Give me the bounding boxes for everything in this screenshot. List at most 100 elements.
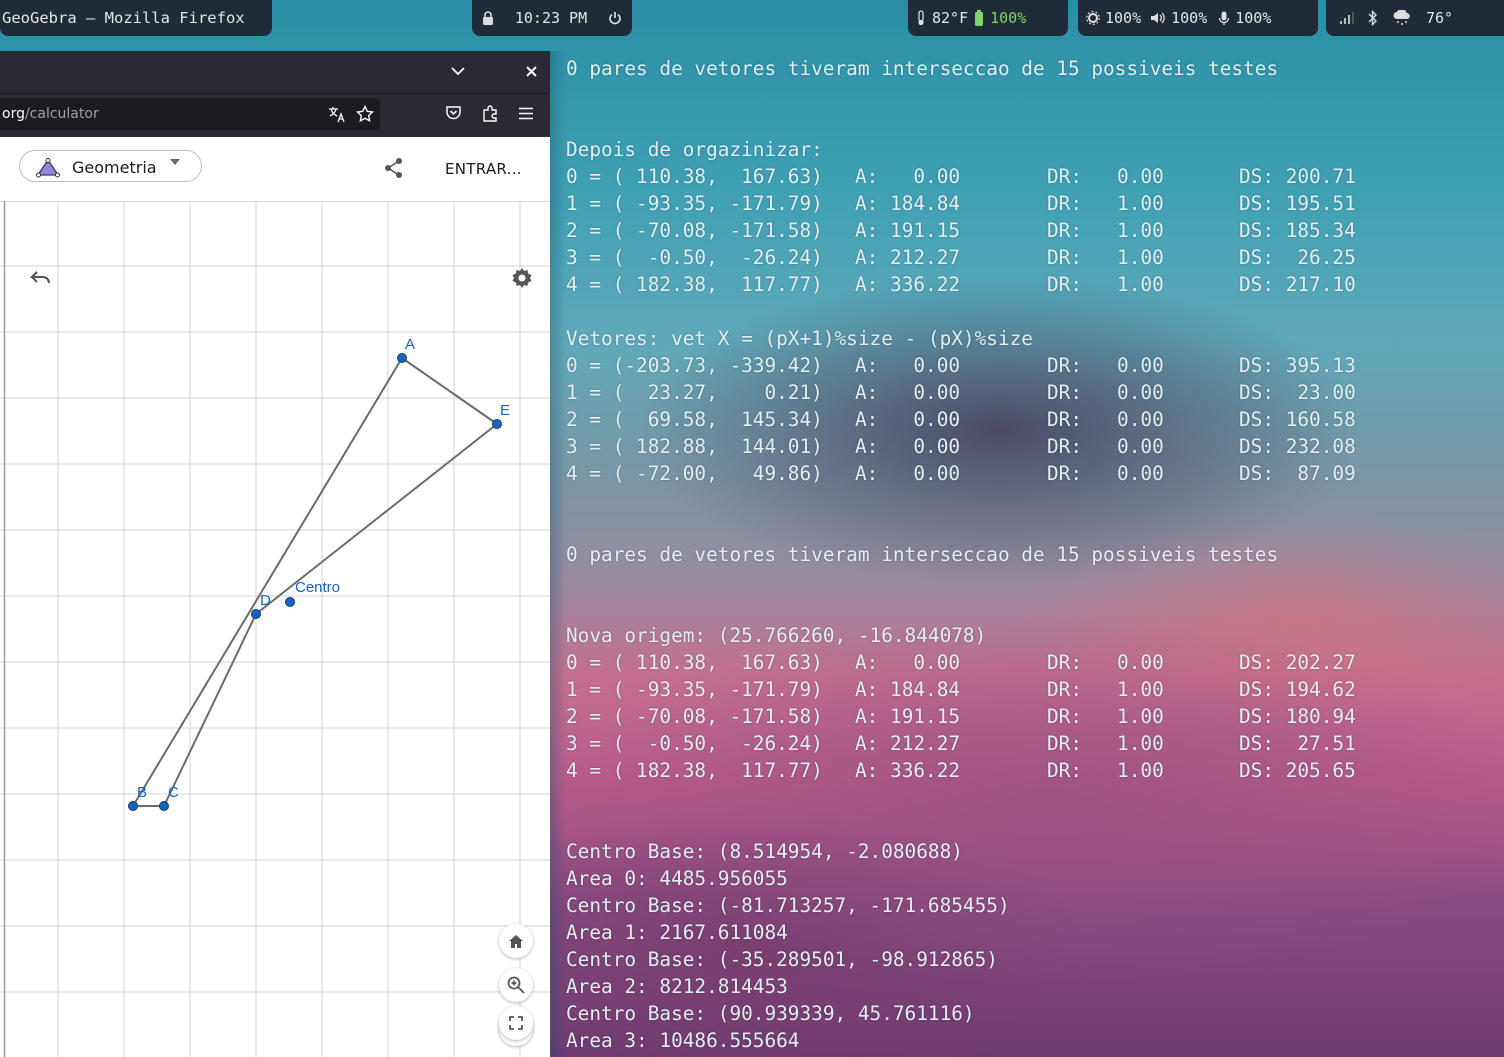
terminal-cell: A: 191.15	[855, 705, 961, 728]
terminal-line: 1 = ( 23.27, 0.21) A: 0.00 DR: 0.00 DS: 23.…	[566, 379, 1496, 406]
url-domain: org	[2, 106, 25, 122]
bookmark-star-icon[interactable]	[356, 105, 374, 123]
app-picker[interactable]: Geometria	[19, 150, 202, 182]
thermometer-icon	[918, 10, 924, 26]
point-C[interactable]	[159, 801, 169, 811]
terminal-cell: DS: 205.65	[1239, 759, 1356, 782]
point-A[interactable]	[397, 353, 407, 363]
graphics-view[interactable]: A E D Centro B C	[0, 201, 550, 1057]
volume-level: 100%	[1171, 9, 1208, 27]
chevron-down-icon[interactable]	[451, 66, 465, 76]
terminal-cell: DR: 1.00	[1047, 705, 1164, 728]
brightness-level: 100%	[1105, 9, 1142, 27]
terminal-cell: Area 1: 2167.611084	[566, 921, 788, 944]
terminal-window[interactable]: 0 pares de vetores tiveram interseccao d…	[566, 55, 1496, 1055]
terminal-cell: Centro Base: (90.939339, 45.761116)	[566, 1002, 975, 1025]
terminal-cell: A: 0.00	[855, 435, 961, 458]
window-title-pill[interactable]: GeoGebra — Mozilla Firefox	[0, 0, 272, 36]
terminal-cell: Vetores: vet X = (pX+1)%size - (pX)%size	[566, 327, 1033, 350]
terminal-cell: DR: 1.00	[1047, 732, 1164, 755]
terminal-cell: DR: 1.00	[1047, 192, 1164, 215]
terminal-cell: Area 3: 10486.555664	[566, 1029, 800, 1052]
system-status-pill[interactable]: 82°F 100%	[908, 0, 1068, 36]
segment-D-C[interactable]	[163, 613, 257, 807]
terminal-cell: 2 = ( 69.58, 145.34)	[566, 408, 823, 431]
mic-level: 100%	[1235, 9, 1272, 27]
terminal-line: Area 3: 10486.555664	[566, 1027, 1496, 1054]
caret-down-icon	[170, 159, 180, 165]
settings-icon[interactable]	[511, 267, 533, 289]
point-B[interactable]	[128, 801, 138, 811]
terminal-cell: 4 = ( 182.38, 117.77)	[566, 273, 823, 296]
terminal-cell: 1 = ( 23.27, 0.21)	[566, 381, 823, 404]
terminal-cell: DS: 26.25	[1239, 246, 1356, 269]
geometry-logo-icon	[36, 158, 60, 178]
terminal-cell: DS: 194.62	[1239, 678, 1356, 701]
label-E: E	[500, 402, 510, 419]
segment-B-A[interactable]	[132, 357, 403, 807]
audio-video-pill[interactable]: 100% 100% 100%	[1078, 0, 1318, 36]
speaker-icon[interactable]	[1150, 11, 1166, 25]
close-icon[interactable]	[526, 66, 537, 77]
terminal-cell: DS: 87.09	[1239, 462, 1356, 485]
extensions-icon[interactable]	[482, 105, 498, 122]
firefox-window: org/calculator Geometria ENTRAR...	[0, 51, 550, 1057]
terminal-cell: A: 184.84	[855, 192, 961, 215]
zoom-in-icon	[507, 976, 525, 994]
terminal-line: 0 pares de vetores tiveram interseccao d…	[566, 541, 1496, 568]
terminal-cell: DS: 185.34	[1239, 219, 1356, 242]
terminal-cell: A: 0.00	[855, 354, 961, 377]
clock-pill[interactable]: 10:23 PM	[472, 0, 632, 36]
terminal-line: 4 = ( 182.38, 117.77) A: 336.22 DR: 1.00 DS…	[566, 271, 1496, 298]
menu-icon[interactable]	[518, 107, 534, 120]
segment-E-D[interactable]	[255, 423, 498, 615]
terminal-cell: Centro Base: (-81.713257, -171.685455)	[566, 894, 1010, 917]
fullscreen-toggle[interactable]	[499, 1006, 533, 1040]
brightness-icon[interactable]	[1086, 11, 1100, 25]
microphone-icon[interactable]	[1218, 11, 1230, 26]
point-D[interactable]	[251, 609, 261, 619]
battery-level: 100%	[990, 9, 1027, 27]
zoom-in-button[interactable]	[499, 968, 533, 1002]
terminal-cell: A: 184.84	[855, 678, 961, 701]
battery-icon	[975, 10, 984, 26]
url-bar[interactable]: org/calculator	[0, 98, 380, 130]
pocket-icon[interactable]	[445, 105, 462, 121]
terminal-cell: DR: 0.00	[1047, 354, 1164, 377]
login-button[interactable]: ENTRAR...	[445, 160, 522, 178]
bluetooth-icon[interactable]	[1368, 10, 1378, 26]
tray-pill[interactable]: 76°	[1326, 0, 1504, 36]
terminal-cell: DR: 0.00	[1047, 435, 1164, 458]
terminal-line: Area 0: 4485.956055	[566, 865, 1496, 892]
terminal-line: 0 pares de vetores tiveram interseccao d…	[566, 55, 1496, 82]
url-text[interactable]: org/calculator	[2, 106, 99, 122]
terminal-cell: DS: 23.00	[1239, 381, 1356, 404]
translate-icon[interactable]	[328, 106, 346, 123]
terminal-cell: DS: 202.27	[1239, 651, 1356, 674]
point-E[interactable]	[492, 419, 502, 429]
terminal-line: 2 = ( -70.08, -171.58) A: 191.15 DR: 1.00 D…	[566, 703, 1496, 730]
terminal-cell: Centro Base: (8.514954, -2.080688)	[566, 840, 963, 863]
undo-icon[interactable]	[30, 269, 52, 285]
terminal-cell: DR: 1.00	[1047, 219, 1164, 242]
grid-and-construction[interactable]: A E D Centro B C	[0, 201, 550, 1057]
terminal-cell: 1 = ( -93.35, -171.79)	[566, 678, 823, 701]
home-icon	[509, 934, 523, 948]
terminal-line: Nova origem: (25.766260, -16.844078)	[566, 622, 1496, 649]
clock: 10:23 PM	[514, 9, 588, 27]
wifi-signal-icon[interactable]	[1340, 12, 1354, 24]
fullscreen-icon	[509, 1016, 523, 1030]
point-Centro[interactable]	[285, 597, 295, 607]
terminal-line: 4 = ( -72.00, 49.86) A: 0.00 DR: 0.00 DS: 8…	[566, 460, 1496, 487]
share-icon[interactable]	[384, 157, 404, 179]
terminal-cell: DS: 232.08	[1239, 435, 1356, 458]
terminal-line: 0 = (-203.73, -339.42) A: 0.00 DR: 0.00 DS:…	[566, 352, 1496, 379]
segment-A-E[interactable]	[401, 357, 498, 425]
terminal-line: Centro Base: (90.939339, 45.761116)	[566, 1000, 1496, 1027]
top-bar: GeoGebra — Mozilla Firefox 10:23 PM 82°F…	[0, 0, 1504, 36]
url-path: /calculator	[24, 106, 99, 122]
firefox-titlebar[interactable]	[0, 51, 550, 93]
home-button[interactable]	[499, 924, 533, 958]
polygon-edges[interactable]	[132, 357, 498, 807]
power-icon[interactable]	[608, 11, 622, 25]
